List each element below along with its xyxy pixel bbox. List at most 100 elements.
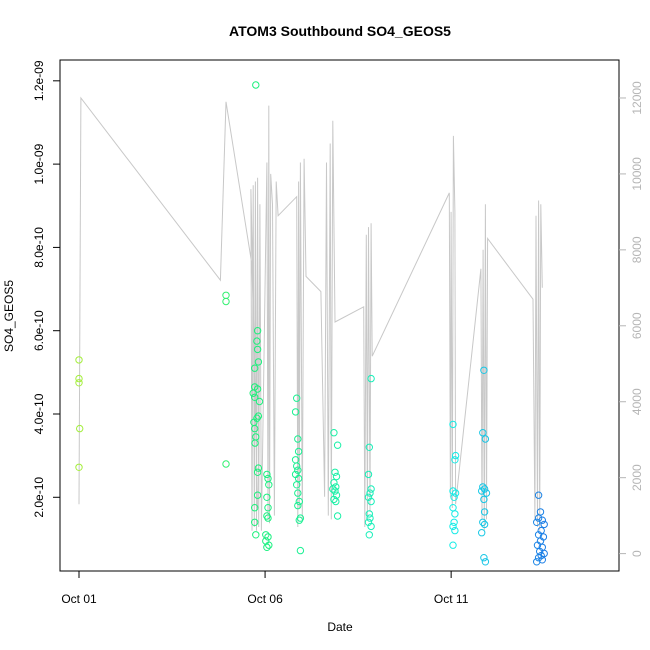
- data-point: [75, 356, 83, 364]
- altitude-line: [78, 96, 543, 531]
- data-point: [294, 489, 302, 497]
- data-point: [76, 424, 84, 433]
- y2-tick-label: 12000: [630, 81, 644, 115]
- data-point: [295, 516, 303, 524]
- data-point: [254, 464, 263, 472]
- data-point: [329, 485, 337, 493]
- data-point: [534, 554, 543, 562]
- x-axis-label: Date: [327, 620, 353, 634]
- y-axis: 2.0e-10 4.0e-10 6.0e-10 8.0e-10 1.0e-09 1.2e-…: [32, 60, 60, 518]
- data-point: [480, 495, 488, 504]
- y-tick-label: 4.0e-10: [32, 393, 46, 434]
- data-point: [367, 485, 375, 493]
- data-point: [536, 508, 545, 516]
- y-axis-label: SO4_GEOS5: [2, 280, 16, 352]
- x-tick-label: Oct 11: [434, 592, 469, 606]
- data-point: [265, 481, 273, 489]
- data-point: [291, 408, 300, 416]
- y2-tick-label: 10000: [630, 157, 644, 191]
- data-point: [533, 541, 542, 549]
- data-point: [222, 297, 230, 306]
- data-point: [252, 531, 260, 539]
- data-point: [366, 489, 374, 497]
- y2-tick-label: 0: [630, 550, 644, 557]
- data-point: [253, 385, 262, 393]
- data-point: [481, 435, 490, 443]
- data-point: [534, 491, 543, 499]
- data-point: [254, 358, 263, 366]
- data-point: [296, 546, 305, 555]
- data-point: [264, 504, 272, 512]
- data-point: [330, 429, 338, 437]
- data-point: [333, 441, 342, 449]
- data-point: [263, 543, 271, 551]
- data-point: [479, 429, 487, 437]
- data-point: [534, 514, 543, 522]
- altitude-line-layer: [78, 96, 543, 531]
- data-point: [480, 520, 489, 529]
- x-tick-label: Oct 01: [61, 592, 97, 606]
- data-point: [253, 327, 262, 335]
- y-tick-label: 1.0e-09: [32, 143, 46, 184]
- data-point: [332, 472, 341, 481]
- y2-tick-label: 8000: [630, 236, 644, 263]
- data-point: [533, 558, 541, 566]
- data-point: [451, 456, 459, 464]
- y-tick-label: 8.0e-10: [32, 227, 46, 268]
- data-point: [265, 541, 273, 549]
- y-tick-label: 2.0e-10: [32, 477, 46, 518]
- data-point: [540, 520, 548, 529]
- x-tick-label: Oct 06: [247, 592, 283, 606]
- data-point: [449, 522, 457, 531]
- data-point: [294, 466, 302, 474]
- y-tick-label: 1.2e-09: [32, 60, 46, 101]
- data-point: [294, 435, 302, 443]
- data-point: [293, 462, 301, 470]
- data-point: [332, 497, 340, 506]
- data-point: [75, 379, 83, 387]
- data-point: [451, 526, 459, 535]
- data-point: [480, 508, 489, 516]
- data-point: [479, 518, 487, 526]
- data-point: [451, 451, 460, 460]
- y2-tick-label: 2000: [630, 464, 644, 491]
- data-point: [449, 504, 457, 512]
- data-point: [330, 495, 338, 504]
- data-point: [364, 470, 373, 479]
- data-point: [294, 501, 302, 510]
- data-point: [222, 291, 230, 299]
- data-point: [252, 81, 260, 89]
- data-point: [251, 393, 259, 401]
- data-point: [264, 533, 272, 541]
- data-point: [295, 497, 303, 506]
- data-point: [253, 468, 262, 476]
- data-point: [293, 481, 301, 489]
- data-point: [253, 337, 261, 345]
- data-point: [533, 518, 541, 526]
- data-point: [293, 394, 301, 402]
- y-axis-right: 0 2000 4000 6000 8000 10000 12000: [619, 81, 644, 557]
- data-point: [449, 420, 457, 429]
- data-point: [263, 470, 271, 479]
- data-point: [251, 518, 259, 526]
- data-point: [478, 487, 486, 495]
- y2-tick-label: 4000: [630, 388, 644, 415]
- data-point: [478, 529, 486, 537]
- data-point: [366, 514, 374, 522]
- data-point: [255, 397, 264, 406]
- data-point: [367, 497, 375, 506]
- data-point: [253, 491, 262, 499]
- x-axis: Oct 01 Oct 06 Oct 11: [61, 570, 469, 606]
- data-point: [365, 443, 373, 451]
- data-point: [333, 512, 342, 520]
- data-point: [253, 345, 262, 354]
- data-point: [75, 463, 83, 471]
- data-point: [251, 364, 259, 372]
- data-point: [294, 447, 303, 456]
- data-point: [450, 518, 458, 526]
- data-point: [331, 487, 339, 495]
- data-point: [367, 522, 375, 531]
- data-point: [75, 374, 83, 383]
- data-point: [480, 366, 488, 374]
